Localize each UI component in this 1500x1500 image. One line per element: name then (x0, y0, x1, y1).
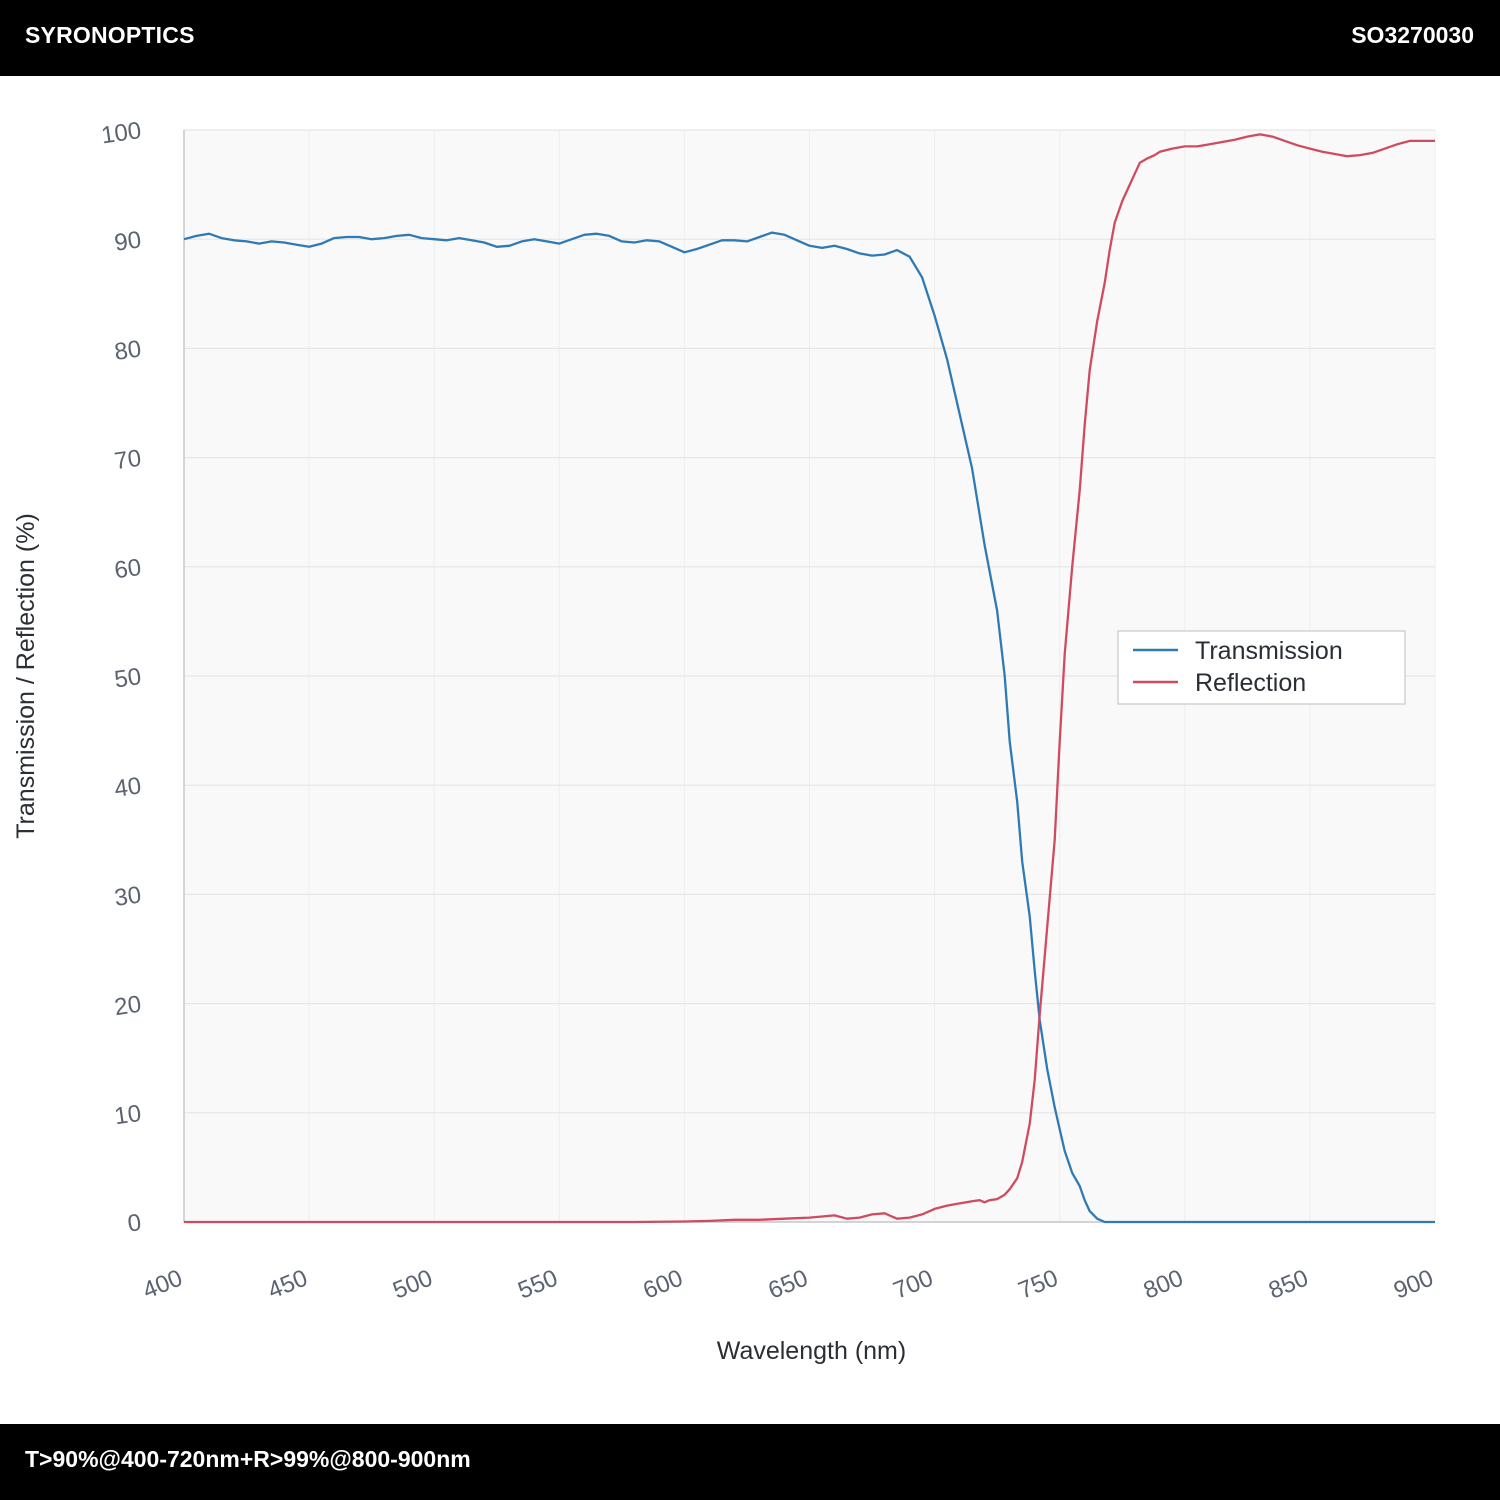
y-tick-label: 40 (113, 772, 143, 802)
legend-box (1117, 630, 1406, 705)
y-tick-label: 90 (113, 226, 143, 256)
y-tick-label: 80 (113, 336, 143, 366)
series-line-reflection (184, 133, 1435, 1224)
x-tick-label: 600 (639, 1265, 686, 1305)
x-tick-label: 500 (389, 1265, 436, 1305)
x-tick-label: 650 (765, 1265, 812, 1305)
y-tick-label: 0 (126, 1209, 143, 1238)
brand-name: SYRONOPTICS (25, 22, 195, 48)
series-lines (183, 133, 1435, 1224)
x-tick-label: 450 (264, 1265, 311, 1305)
y-tick-label: 70 (113, 445, 143, 475)
y-tick-label: 10 (113, 1100, 143, 1130)
series-line-transmission (183, 231, 1435, 1224)
legend: Transmission Reflection (1117, 630, 1406, 705)
y-tick-label: 50 (113, 663, 143, 693)
y-axis-title: Transmission / Reflection (%) (12, 513, 40, 839)
legend-label-transmission: Transmission (1195, 637, 1343, 665)
x-tick-label: 400 (139, 1265, 186, 1305)
x-tick-label: 800 (1140, 1265, 1187, 1305)
x-tick-label: 900 (1390, 1265, 1437, 1305)
y-tick-label: 100 (100, 117, 143, 149)
x-tick-label: 850 (1265, 1265, 1312, 1305)
spec-text: T>90%@400-720nm+R>99%@800-900nm (25, 1446, 471, 1472)
x-ticks: 400 450 500 550 600 650 700 750 800 850 900 (139, 1265, 1437, 1305)
y-ticks: 0 10 20 30 40 50 60 70 80 90 100 (100, 117, 143, 1238)
x-axis-title: Wavelength (nm) (717, 1337, 906, 1365)
y-tick-label: 60 (113, 554, 143, 584)
spectral-chart: 0 10 20 30 40 50 60 70 80 90 100 400 450 500 550 600 65… (12, 117, 1437, 1365)
y-tick-label: 20 (113, 991, 143, 1021)
y-tick-label: 30 (113, 882, 143, 912)
x-tick-label: 550 (514, 1265, 561, 1305)
header-bar: SYRONOPTICS SO3270030 (0, 0, 1500, 76)
part-number: SO3270030 (1351, 22, 1474, 48)
legend-label-reflection: Reflection (1195, 669, 1306, 697)
x-tick-label: 700 (890, 1265, 937, 1305)
x-tick-label: 750 (1015, 1265, 1062, 1305)
footer-bar: T>90%@400-720nm+R>99%@800-900nm (0, 1424, 1500, 1500)
